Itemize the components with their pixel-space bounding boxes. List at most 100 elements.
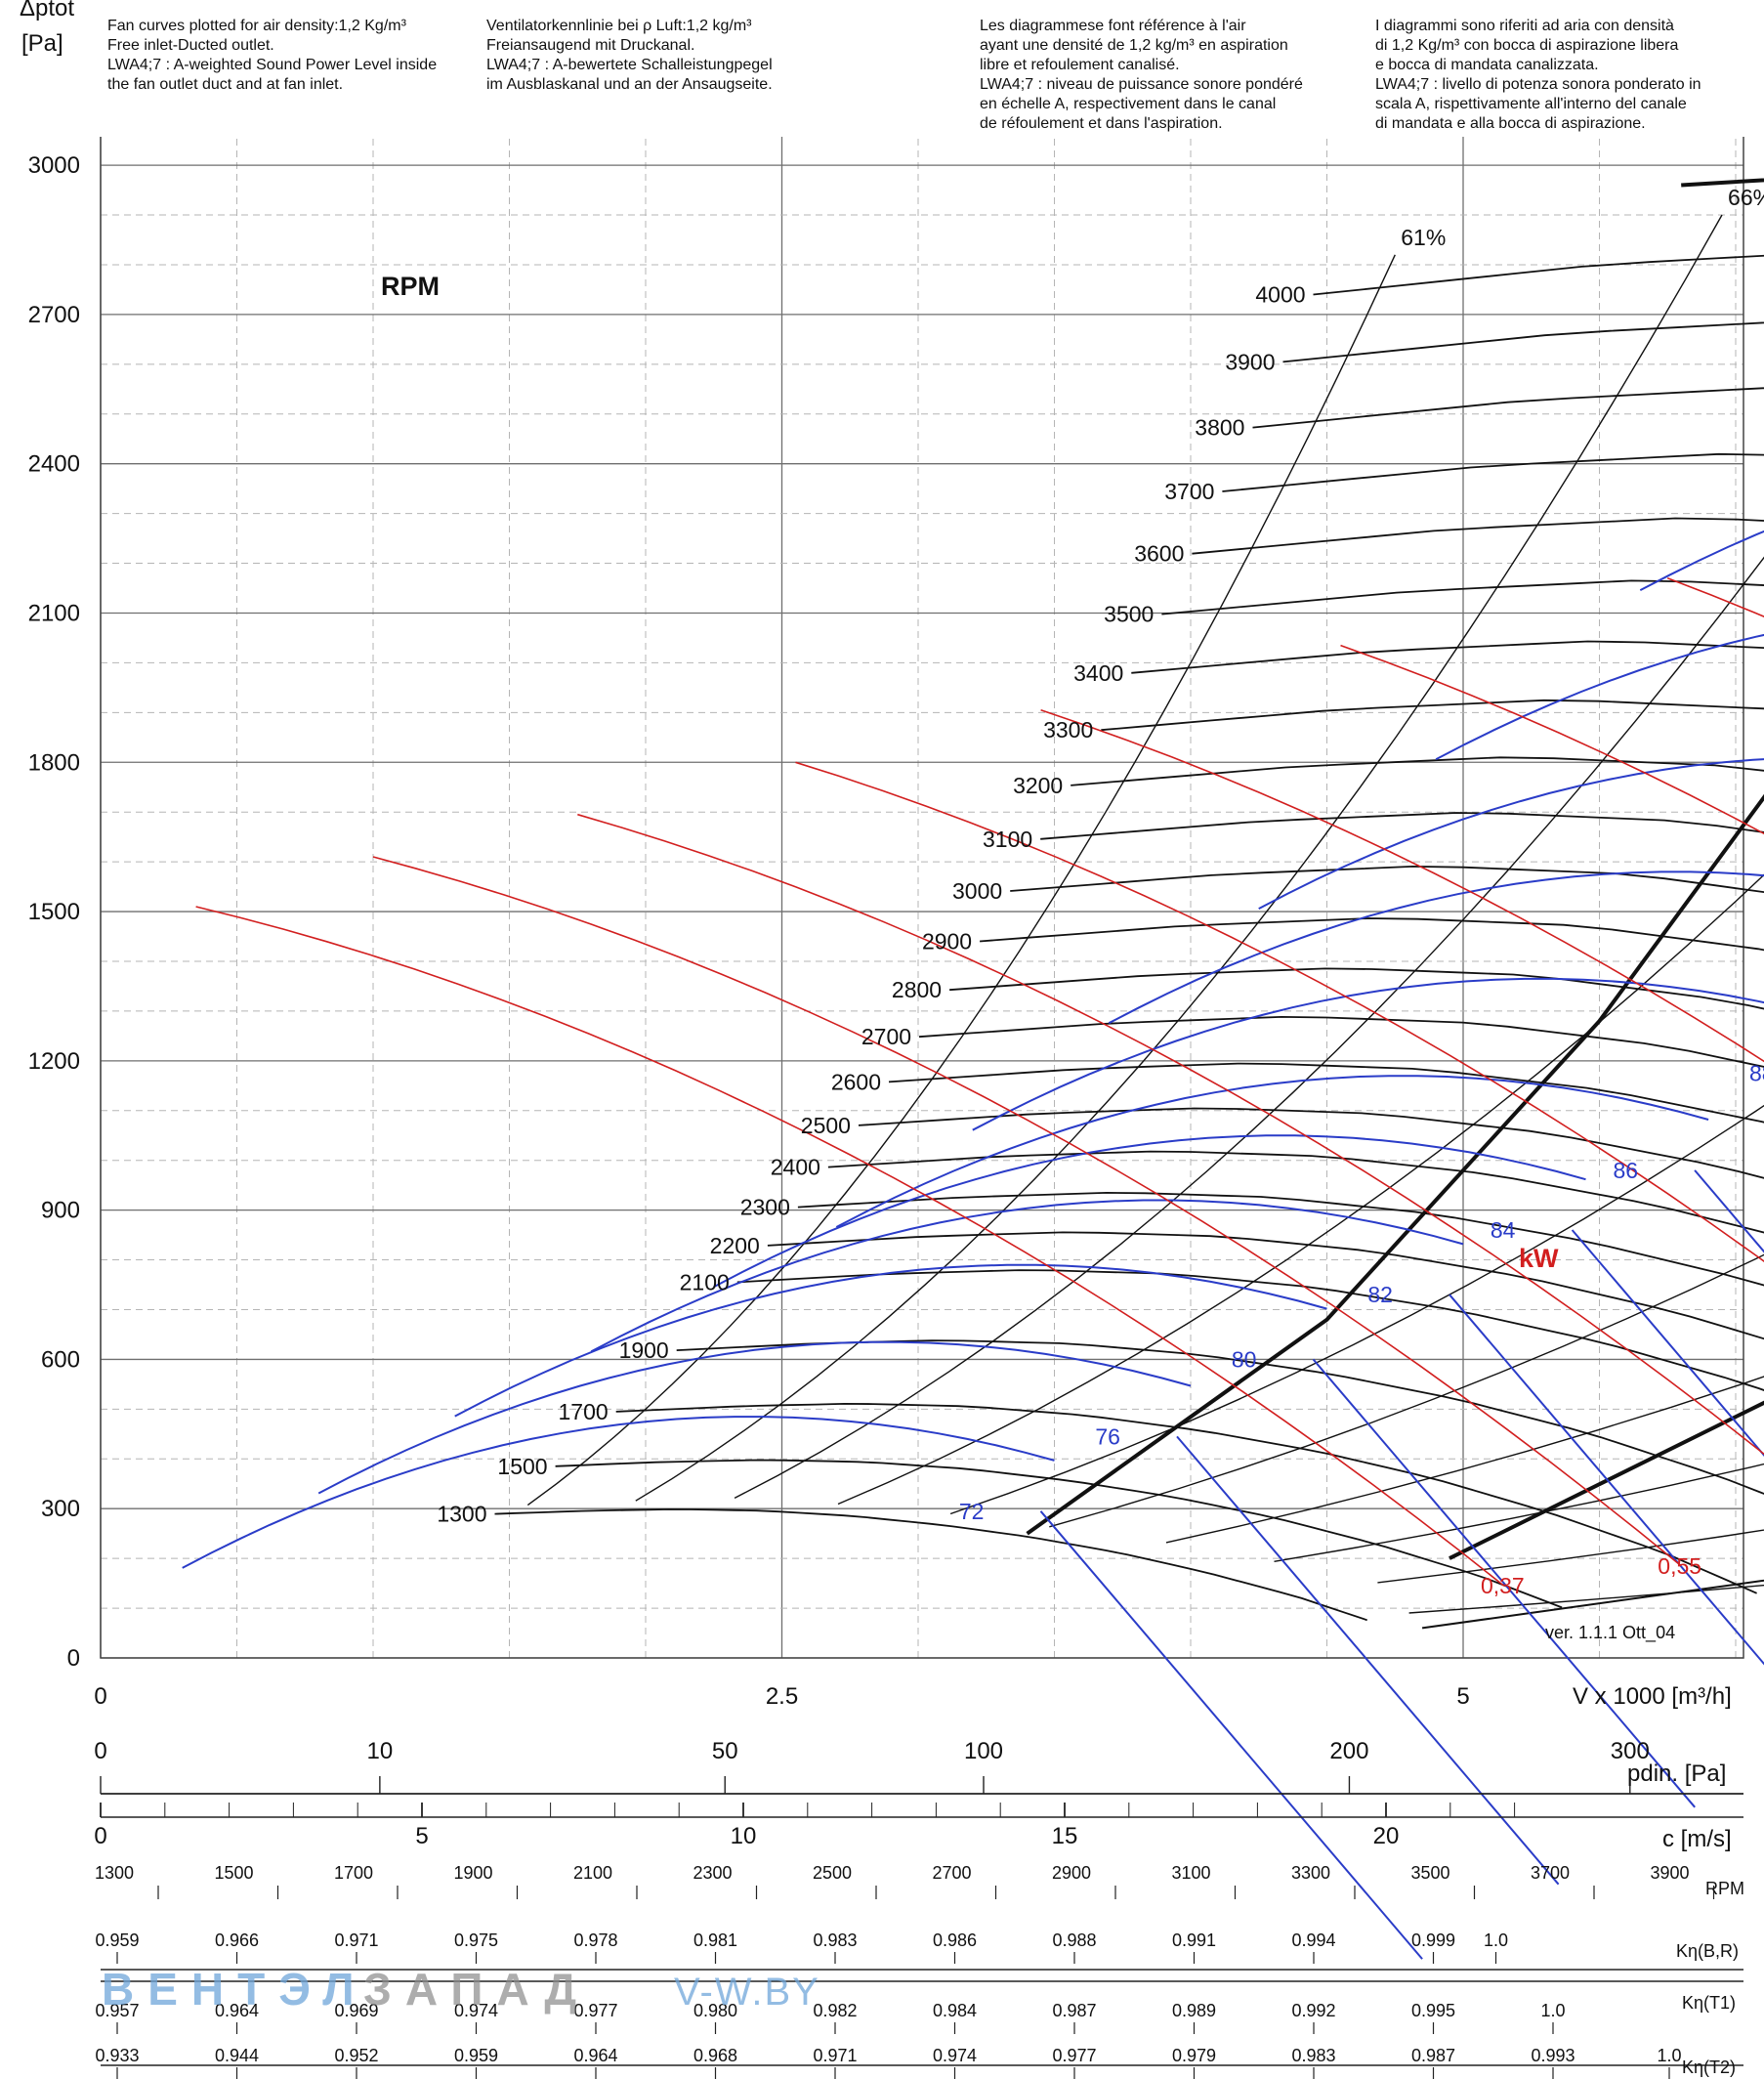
- rpm-scale-label-tick: 1900: [453, 1863, 492, 1883]
- c-tick-label: 20: [1373, 1823, 1400, 1849]
- noise-curve: [835, 1075, 1709, 1228]
- rpm-curve: [1313, 254, 1764, 296]
- kbr-scale-label: Kη(B,R): [1676, 1941, 1739, 1961]
- rpm-curve: [555, 1459, 1563, 1609]
- noise-curve-tail: [1312, 1358, 1696, 1808]
- rpm-scale-label-tick: 2900: [1052, 1863, 1091, 1883]
- noise-curve-tail: [1176, 1435, 1560, 1886]
- kt1-tick-label: 0.977: [573, 2001, 617, 2020]
- kt2-tick-label: 0.971: [813, 2046, 857, 2065]
- y-tick-label: 900: [41, 1198, 80, 1224]
- rpm-curve: [1010, 865, 1764, 894]
- rpm-scale-label-tick: 3700: [1531, 1863, 1570, 1883]
- labels-layer: 1300 1500 1700 1900 2100 2200 2300 2400 2500 2600…: [437, 185, 1764, 1598]
- rpm-label: 3400: [1073, 660, 1123, 686]
- y-tick-label: 2400: [28, 451, 80, 478]
- note-de-4: im Ausblaskanal und an der Ansaugseite.: [486, 76, 773, 93]
- kbr-tick-label: 1.0: [1484, 1930, 1508, 1950]
- kbr-tick-label: 0.983: [813, 1930, 857, 1950]
- noise-curve: [317, 1340, 1192, 1495]
- note-it-2: di 1,2 Kg/m³ con bocca di aspirazione li…: [1375, 37, 1678, 54]
- pdin-tick-label: 0: [94, 1738, 106, 1764]
- rpm-title: RPM: [381, 272, 440, 301]
- kt1-tick-label: 0.969: [334, 2001, 378, 2020]
- kt2-tick-label: 1.0: [1657, 2046, 1681, 2065]
- brand-watermark-mid: ЗАПАД: [363, 1964, 590, 2015]
- note-en-1: Fan curves plotted for air density:1,2 K…: [107, 18, 407, 34]
- c-tick-label: 5: [415, 1823, 428, 1849]
- rpm-label: 3100: [983, 827, 1032, 852]
- rpm-label: 3500: [1104, 602, 1154, 627]
- kbr-tick-label: 0.978: [573, 1930, 617, 1950]
- note-it-1: I diagrammi sono riferiti ad aria con de…: [1375, 18, 1674, 34]
- rpm-label: 2800: [892, 977, 942, 1002]
- noise-curves-layer: [182, 530, 1764, 1960]
- kt2-tick-label: 0.974: [933, 2046, 977, 2065]
- noise-curve-tail: [1694, 1169, 1764, 1253]
- note-fr-2: ayant une densité de 1,2 kg/m³ en aspira…: [980, 37, 1288, 54]
- noise-label: 88: [1749, 1061, 1764, 1086]
- kt1-tick-label: 0.974: [454, 2001, 498, 2020]
- pdin-tick-label: 50: [712, 1738, 738, 1764]
- rpm-scale-label-tick: 1300: [95, 1863, 134, 1883]
- rpm-curve: [918, 1015, 1764, 1068]
- pdin-scale-label: pdin. [Pa]: [1627, 1761, 1726, 1787]
- scales-layer: 0 10 50 100 200 300 0 5 10 15 20 1300 1500 1700 1900 21…: [94, 1738, 1743, 2079]
- rpm-label: 3800: [1195, 415, 1244, 441]
- rpm-curve: [1131, 640, 1764, 674]
- noise-curve: [1108, 870, 1764, 1025]
- x-axis-title: V x 1000 [m³/h]: [1573, 1683, 1732, 1710]
- rpm-scale-label-tick: 3300: [1291, 1863, 1330, 1883]
- area-boundary-layer: [1026, 178, 1764, 1560]
- rpm-curve: [797, 1191, 1764, 1287]
- power-curve: [372, 856, 1682, 1567]
- note-de-2: Freiansaugend mit Druckanal.: [486, 37, 694, 54]
- noise-curve: [972, 977, 1764, 1131]
- kt1-tick-label: 0.989: [1172, 2001, 1216, 2020]
- noise-curve-tail: [1039, 1510, 1423, 1960]
- kt2-tick-label: 0.977: [1052, 2046, 1096, 2065]
- rpm-label: 3700: [1164, 479, 1214, 504]
- rpm-label: 2300: [740, 1195, 790, 1220]
- rpm-curve: [949, 967, 1764, 1010]
- rpm-scale-label-tick: 3500: [1410, 1863, 1449, 1883]
- noise-label: 84: [1491, 1217, 1516, 1243]
- y-tick-label: 2100: [28, 600, 80, 626]
- rpm-curve: [1040, 812, 1764, 840]
- kbr-tick-label: 0.988: [1052, 1930, 1096, 1950]
- rpm-curves-layer: [494, 254, 1764, 1622]
- plot-frame: [100, 17, 1744, 1659]
- noise-curve: [1258, 758, 1764, 910]
- kbr-tick-label: 0.959: [95, 1930, 139, 1950]
- efficiency-line: [1049, 1253, 1764, 1528]
- rpm-curve: [1161, 579, 1764, 615]
- note-fr-1: Les diagrammese font référence à l'air: [980, 18, 1246, 34]
- efficiency-line: [1274, 1463, 1764, 1562]
- notes-background: [98, 12, 1746, 137]
- rpm-label: 3000: [952, 878, 1002, 904]
- kbr-tick-label: 0.981: [693, 1930, 737, 1950]
- kt1-tick-label: 0.995: [1411, 2001, 1455, 2020]
- kt1-tick-label: 0.980: [693, 2001, 737, 2020]
- rpm-label: 2900: [922, 928, 972, 954]
- kbr-tick-label: 0.991: [1172, 1930, 1216, 1950]
- area-divider-line: [1026, 793, 1764, 1536]
- rpm-curve: [1252, 387, 1764, 429]
- grid-layer: 0 300 600 900 1200 1500 1800 2100 2400 2700 3000 0 2…: [28, 17, 1744, 1710]
- brand-watermark-left: ВЕНТЭЛ: [102, 1964, 367, 2015]
- note-de-1: Ventilatorkennlinie bei ρ Luft:1,2 kg/m³: [486, 18, 752, 34]
- rpm-label: 1900: [619, 1337, 669, 1363]
- kt1-tick-label: 0.957: [95, 2001, 139, 2020]
- power-label: 0,55: [1658, 1553, 1701, 1579]
- c-tick-label: 0: [94, 1823, 106, 1849]
- rpm-curve: [827, 1150, 1764, 1234]
- kt1-tick-label: 0.964: [215, 2001, 259, 2020]
- kt2-tick-label: 0.964: [573, 2046, 617, 2065]
- rpm-curve: [494, 1507, 1367, 1622]
- kbr-tick-label: 0.994: [1291, 1930, 1335, 1950]
- x-tick-label: 2.5: [766, 1683, 798, 1710]
- note-it-3: e bocca di mandata canalizzata.: [1375, 57, 1599, 73]
- area-divider-line: [1449, 1400, 1764, 1560]
- rpm-label: 2600: [831, 1069, 881, 1094]
- kt2-tick-label: 0.952: [334, 2046, 378, 2065]
